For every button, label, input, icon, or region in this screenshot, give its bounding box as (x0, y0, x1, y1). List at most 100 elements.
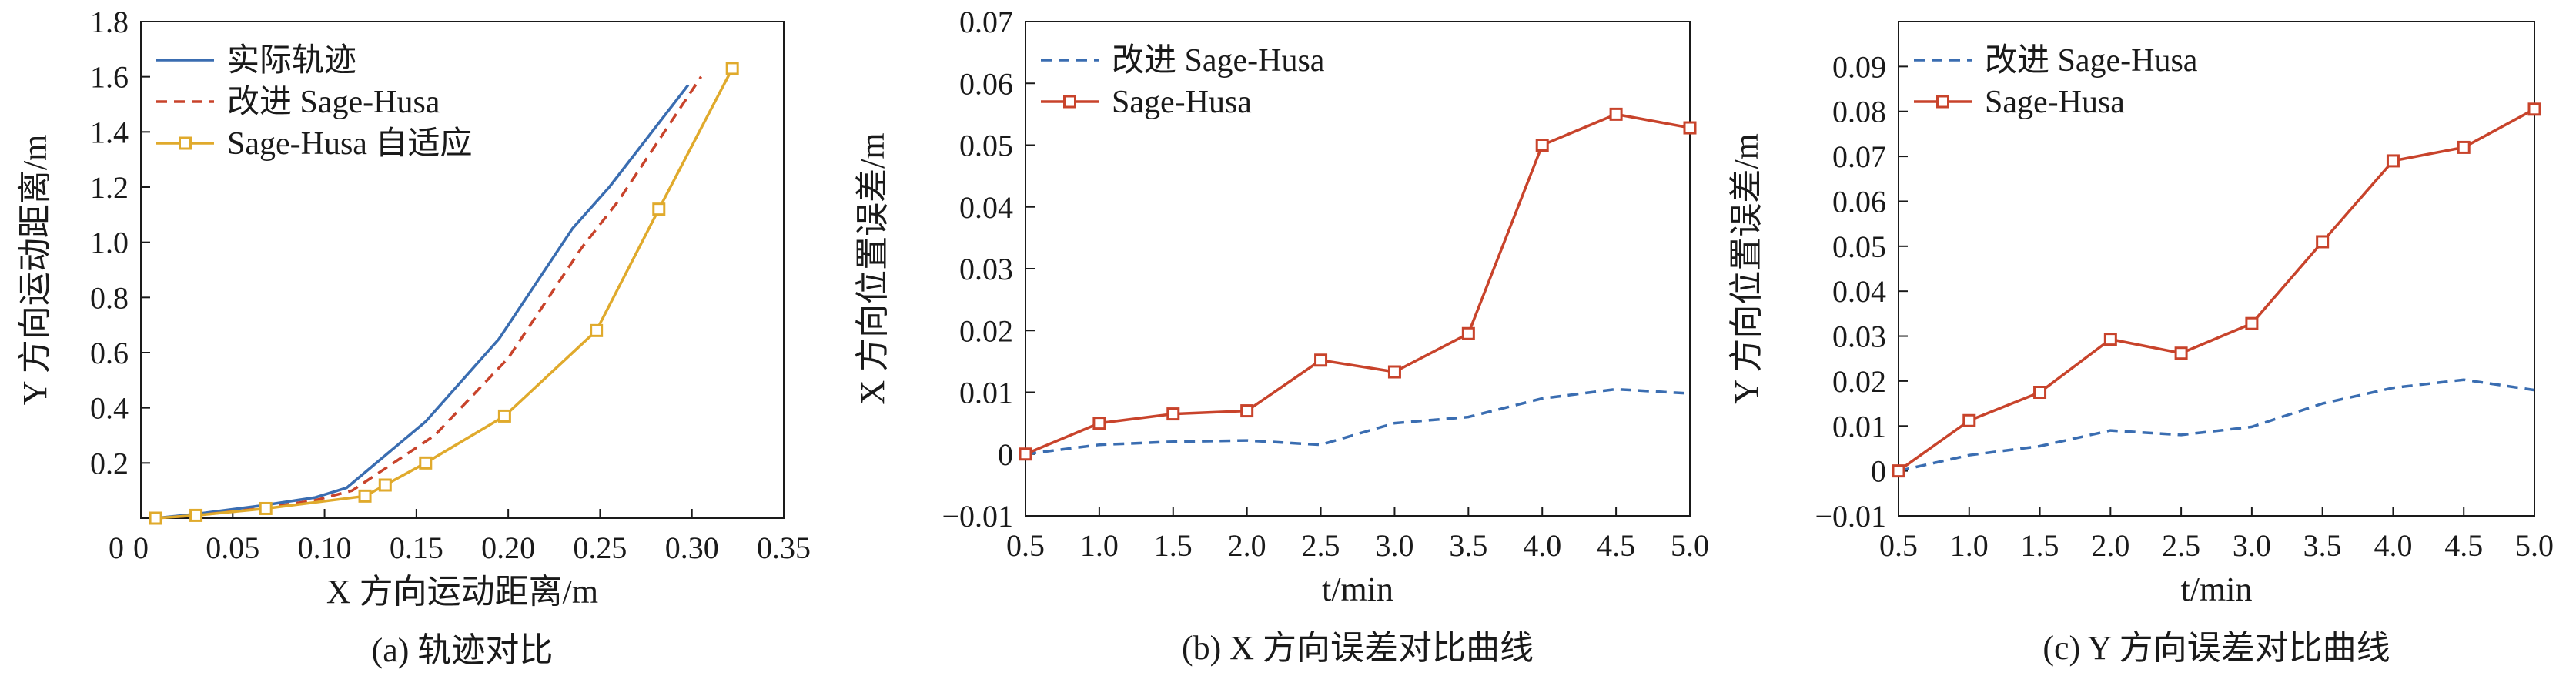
legend-label: 改进 Sage-Husa (1985, 43, 2198, 79)
y-tick-label: 0.03 (1832, 320, 1886, 354)
legend-label: Sage-Husa (1112, 85, 1252, 120)
data-point (1092, 417, 1106, 430)
x-tick-label: 0.5 (1006, 528, 1045, 563)
x-tick-label: 0.20 (481, 530, 535, 565)
series-line-2 (1025, 112, 1691, 456)
series-line-1 (1025, 387, 1691, 456)
y-tick-label: 0.02 (959, 313, 1013, 348)
plot-frame (140, 21, 785, 519)
x-tick-label: 4.0 (2374, 528, 2412, 563)
x-tick-label: 0.10 (298, 530, 352, 565)
x-tick-label: 4.5 (2444, 528, 2483, 563)
data-point (652, 202, 666, 216)
x-tick-label: 3.0 (1375, 528, 1413, 563)
y-tick-label: 0.04 (1832, 274, 1886, 309)
y-tick-label: 0.01 (959, 376, 1013, 410)
data-point (1683, 121, 1697, 135)
data-point (419, 456, 433, 470)
x-tick-label: 0.5 (1879, 528, 1918, 563)
x-tick-label: 4.5 (1597, 528, 1635, 563)
plot-frame (1898, 21, 2535, 517)
x-tick-label: 3.5 (2303, 528, 2342, 563)
data-point (1535, 139, 1549, 152)
chart-panel-2 (1019, 21, 1697, 517)
data-point (1387, 365, 1401, 379)
y-tick-label: 1.4 (90, 115, 129, 149)
data-point (2527, 102, 2541, 116)
y-tick-label: 1.6 (90, 60, 129, 95)
y-axis-label: X 方向位置误差/m (854, 132, 892, 404)
y-tick-label: 0.04 (959, 190, 1013, 225)
x-tick-label: 0 (133, 530, 149, 565)
data-point (1166, 407, 1180, 421)
data-point (2245, 316, 2259, 330)
series-line-2 (1897, 108, 2535, 473)
series-line-1 (1898, 378, 2535, 473)
y-tick-label: 0.08 (1832, 95, 1886, 129)
legend-label: 实际轨迹 (227, 42, 356, 79)
y-tick-label: −0.01 (942, 499, 1013, 534)
x-tick-label: 0.25 (573, 530, 627, 565)
y-axis-label: Y 方向位置误差/m (1728, 133, 1765, 404)
data-point (1461, 326, 1475, 340)
series-line-3 (155, 68, 734, 520)
legend-marker (179, 136, 192, 150)
data-point (1609, 107, 1623, 121)
x-tick-label: 2.0 (1228, 528, 1266, 563)
x-tick-label: 1.5 (2021, 528, 2059, 563)
data-point (149, 511, 162, 525)
legend-label: Sage-Husa (1985, 85, 2125, 120)
y-tick-label: 0.05 (1832, 229, 1886, 264)
data-point (2033, 386, 2047, 399)
data-point (358, 489, 372, 503)
y-tick-label: 0.02 (1832, 364, 1886, 399)
chart-panel-1 (140, 21, 785, 525)
y-tick-label: 0.09 (1832, 49, 1886, 84)
y-tick-label: 1.8 (90, 5, 129, 39)
data-point (1892, 464, 1905, 478)
y-tick-label: 1.0 (90, 226, 129, 260)
y-tick-label: 0.4 (90, 391, 129, 426)
x-tick-label: 1.0 (1950, 528, 1989, 563)
x-tick-label: 0.15 (390, 530, 443, 565)
x-axis-label: t/min (2181, 571, 2253, 608)
series-line-1 (155, 84, 690, 520)
y-tick-label: 0.06 (959, 66, 1013, 101)
x-tick-label: 0.30 (665, 530, 719, 565)
legend-marker (1936, 95, 1949, 109)
x-tick-label: 0.05 (206, 530, 259, 565)
data-point (189, 508, 203, 522)
y-tick-label: −0.01 (1815, 499, 1886, 534)
data-point (590, 323, 604, 337)
y-tick-label: 0.07 (1832, 139, 1886, 174)
y-tick-label: 0.2 (90, 446, 129, 480)
data-point (1962, 413, 1976, 427)
x-tick-label: 2.5 (2162, 528, 2200, 563)
legend-marker (1063, 95, 1076, 109)
data-point (2103, 333, 2117, 346)
y-tick-label: 0 (1871, 454, 1886, 489)
panel-caption: (a) 轨迹对比 (372, 631, 554, 669)
x-axis-label: t/min (1322, 571, 1393, 608)
data-point (2174, 346, 2188, 360)
data-point (1314, 353, 1328, 367)
data-point (497, 409, 511, 423)
y-axis-label: Y 方向运动距离/m (16, 135, 54, 406)
y-tick-label: 0.8 (90, 280, 129, 315)
legend-label: 改进 Sage-Husa (1112, 43, 1325, 79)
y-tick-label: 0.06 (1832, 184, 1886, 219)
panel-caption: (c) Y 方向误差对比曲线 (2042, 629, 2390, 667)
y-tick-label: 0.07 (959, 5, 1013, 39)
data-point (378, 478, 392, 492)
x-tick-label: 1.5 (1154, 528, 1193, 563)
y-tick-label: 0.6 (90, 336, 129, 370)
data-point (1240, 404, 1254, 418)
legend-label: 改进 Sage-Husa (227, 85, 440, 120)
x-tick-label: 0.35 (757, 530, 811, 565)
x-tick-label: 4.0 (1523, 528, 1561, 563)
y-tick-label: 0 (998, 437, 1013, 472)
chart-panel-3 (1892, 21, 2541, 517)
data-point (2386, 154, 2400, 168)
